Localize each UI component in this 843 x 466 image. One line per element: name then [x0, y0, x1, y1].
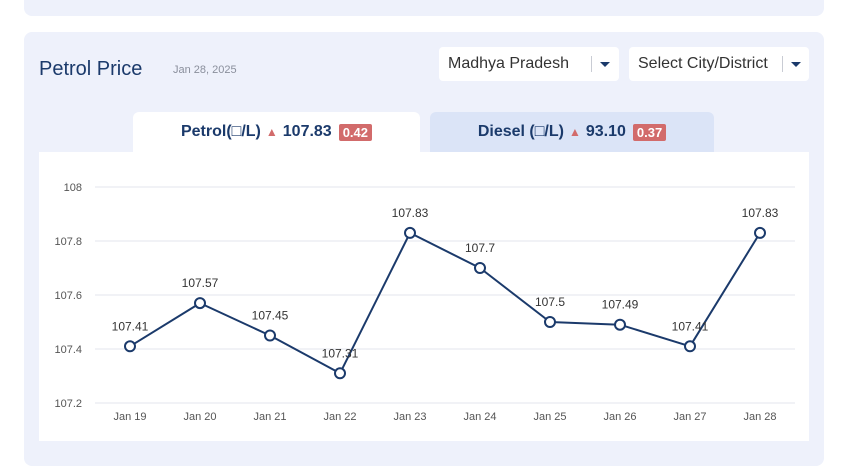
data-point: [754, 226, 766, 239]
previous-card: [24, 0, 824, 16]
chevron-down-icon: [791, 62, 801, 67]
x-tick-label: Jan 26: [603, 411, 636, 423]
data-point: [474, 262, 486, 274]
data-label: 107.83: [392, 206, 429, 220]
y-tick-label: 107.2: [54, 398, 82, 410]
tab-petrol[interactable]: Petrol(□/L) ▲ 107.83 0.42: [133, 112, 420, 152]
data-label: 107.5: [535, 295, 565, 309]
data-label: 107.41: [672, 319, 709, 333]
x-tick-label: Jan 23: [393, 411, 426, 423]
y-tick-label: 107.4: [54, 344, 82, 356]
data-point: [194, 297, 206, 310]
tab-diesel-price: 93.10: [585, 123, 626, 140]
tab-petrol-change-badge: 0.42: [338, 123, 373, 141]
data-point: [124, 340, 136, 353]
data-point: [404, 226, 416, 239]
state-select-value: Madhya Pradesh: [448, 55, 569, 72]
tab-petrol-price: 107.83: [282, 123, 332, 140]
data-label: 107.41: [112, 319, 149, 333]
chevron-down-icon: [600, 62, 610, 67]
data-label: 107.7: [465, 241, 495, 255]
state-select[interactable]: Madhya Pradesh: [439, 47, 619, 81]
x-tick-label: Jan 21: [253, 411, 286, 423]
data-label: 107.45: [252, 309, 289, 323]
x-tick-label: Jan 24: [463, 411, 496, 423]
y-tick-label: 107.6: [54, 290, 82, 302]
tab-diesel-change-badge: 0.37: [632, 123, 667, 141]
page-title: Petrol Price: [39, 58, 143, 80]
price-date: Jan 28, 2025: [173, 64, 237, 76]
data-point: [684, 340, 696, 353]
data-label: 107.83: [742, 206, 779, 220]
price-line-chart: 107.2 107.4 107.6 107.8 108 Jan 19 Jan 20 Jan 2…: [54, 182, 795, 423]
city-select-value: Select City/District: [638, 55, 768, 72]
tab-petrol-label: Petrol(□/L): [180, 123, 261, 140]
x-tick-label: Jan 19: [113, 411, 146, 423]
data-label: 107.31: [322, 346, 359, 360]
y-tick-label: 108: [64, 182, 82, 194]
data-point: [544, 316, 556, 328]
series-line: [129, 231, 761, 375]
x-tick-label: Jan 20: [183, 411, 216, 423]
select-divider: [591, 56, 592, 72]
data-point: [614, 318, 626, 331]
select-divider: [782, 56, 783, 72]
data-label: 107.49: [602, 298, 639, 312]
chart-panel: 107.2 107.4 107.6 107.8 108 Jan 19 Jan 20 Jan 2…: [39, 152, 809, 441]
y-tick-label: 107.8: [54, 236, 82, 248]
data-label: 107.57: [182, 276, 219, 290]
tab-diesel-label: Diesel (□/L): [477, 123, 564, 140]
data-point: [264, 329, 276, 342]
x-tick-label: Jan 27: [673, 411, 706, 423]
price-up-icon: ▲: [265, 125, 278, 139]
city-select[interactable]: Select City/District: [629, 47, 809, 81]
price-up-icon: ▲: [568, 125, 581, 139]
x-tick-label: Jan 22: [323, 411, 356, 423]
data-point: [334, 367, 346, 380]
x-tick-label: Jan 25: [533, 411, 566, 423]
x-tick-label: Jan 28: [743, 411, 776, 423]
tab-diesel[interactable]: Diesel (□/L) ▲ 93.10 0.37: [430, 112, 714, 152]
